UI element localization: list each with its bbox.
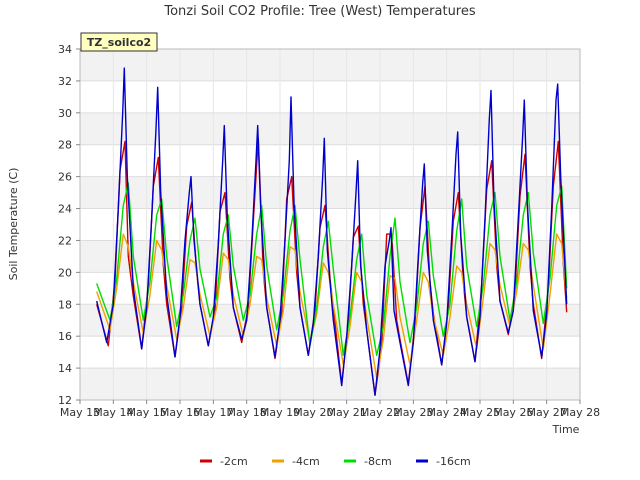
x-tick-label: May 18 [227, 406, 267, 419]
legend-label: -16cm [436, 455, 471, 468]
grid-band [80, 368, 580, 400]
series-line-16cm [96, 67, 568, 396]
plot-frame [79, 48, 581, 401]
grid-bands [80, 49, 580, 400]
x-tick-label: May 22 [360, 406, 400, 419]
x-tick-label: May 20 [293, 406, 333, 419]
series-line-4cm [96, 233, 568, 379]
y-tick-label: 32 [58, 75, 72, 88]
y-axis-label: Soil Temperature (C) [7, 168, 20, 281]
legend: -2cm -4cm -8cm -16cm [200, 455, 471, 468]
y-tick-label: 34 [58, 43, 72, 56]
badge-box [80, 32, 158, 52]
x-tick-label: May 26 [493, 406, 533, 419]
y-tick-label: 28 [58, 139, 72, 152]
y-tick-label: 20 [58, 266, 72, 279]
legend-label: -2cm [220, 455, 248, 468]
plot-background [80, 49, 580, 400]
y-tick-label: 30 [58, 107, 72, 120]
x-tick-label: May 14 [93, 406, 133, 419]
x-tick-label: May 17 [193, 406, 233, 419]
x-tick-label: May 19 [260, 406, 300, 419]
chart-title: Tonzi Soil CO2 Profile: Tree (West) Temp… [163, 4, 476, 19]
y-tick-label: 22 [58, 234, 72, 247]
grid-band [80, 176, 580, 209]
y-axis-ticks: 12 14 16 18 20 22 24 26 28 30 32 34 [58, 43, 80, 407]
y-tick-label: 26 [58, 171, 72, 184]
y-tick-label: 24 [58, 203, 72, 216]
badge: TZ_soilco2 [80, 32, 158, 52]
y-tick-label: 14 [58, 362, 72, 375]
grid-band [80, 49, 580, 81]
x-tick-label: May 24 [427, 406, 467, 419]
grid-band [80, 304, 580, 337]
y-tick-label: 12 [58, 394, 72, 407]
legend-label: -4cm [292, 455, 320, 468]
x-tick-label: May 16 [160, 406, 200, 419]
axes [79, 48, 581, 401]
x-tick-label: May 23 [393, 406, 433, 419]
x-axis-label: Time [552, 423, 580, 436]
legend-label: -8cm [364, 455, 392, 468]
x-tick-label: May 28 [560, 406, 600, 419]
x-tick-label: May 21 [327, 406, 367, 419]
x-tick-label: May 25 [460, 406, 500, 419]
plot-area [79, 48, 581, 401]
x-tick-label: May 13 [60, 406, 100, 419]
grid-band [80, 112, 580, 145]
x-tick-label: May 27 [527, 406, 567, 419]
y-tick-label: 18 [58, 298, 72, 311]
y-tick-label: 16 [58, 330, 72, 343]
x-tick-label: May 15 [127, 406, 167, 419]
series-lines [96, 67, 568, 396]
badge-label: TZ_soilco2 [87, 36, 151, 49]
